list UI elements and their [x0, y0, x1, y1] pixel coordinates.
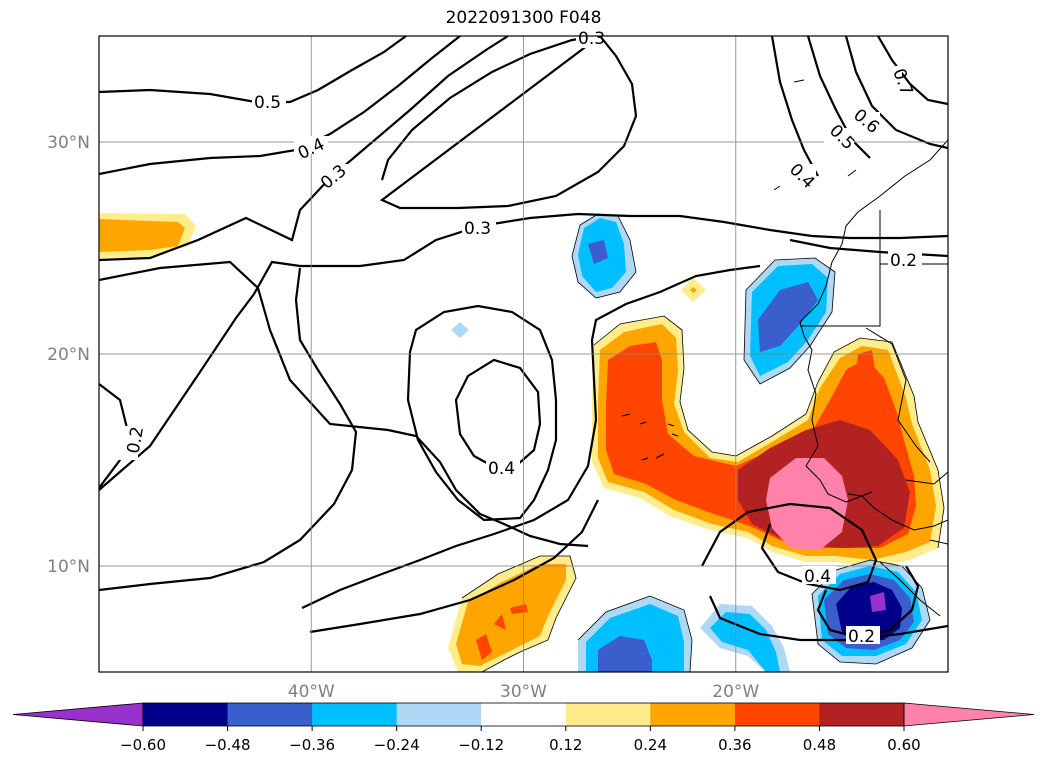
colorbar-frame	[142, 702, 905, 727]
svg-text:0.3: 0.3	[464, 219, 491, 239]
cape-verde-islands	[621, 413, 679, 461]
longitude-tick-labels: 40°W 30°W 20°W	[288, 682, 760, 702]
contour-label-9: 0.2	[112, 425, 148, 460]
latitude-tick-labels: 30°N 20°N 10°N	[47, 133, 90, 577]
colorbar-cell	[227, 703, 313, 726]
contour-east-0.7	[877, 36, 948, 106]
svg-text:0.3: 0.3	[578, 29, 605, 49]
colorbar-tick-label: −0.48	[205, 736, 251, 754]
contour-0.4-loop	[454, 358, 542, 470]
svg-text:0.2: 0.2	[848, 627, 875, 647]
colorbar-tick-label: −0.36	[289, 736, 335, 754]
contour-0.5	[99, 36, 407, 104]
contour-label-10: 0.7	[880, 66, 916, 98]
border-line-6	[879, 561, 941, 617]
contour-label-7: 0.4	[802, 566, 836, 587]
colorbar-cell	[481, 703, 567, 726]
lat-tick-label: 20°N	[47, 345, 90, 365]
plot-frame	[98, 35, 949, 673]
colorbar-cell	[650, 703, 736, 726]
contour-label-13: 0.4	[785, 160, 818, 193]
contour-0.3-arc	[301, 264, 761, 609]
coastline-layer	[621, 79, 948, 617]
svg-text:0.2: 0.2	[124, 425, 148, 455]
svg-text:0.5: 0.5	[254, 93, 281, 113]
colorbar-tick-label: −0.60	[120, 736, 166, 754]
contour-label-2: 0.4	[294, 134, 328, 164]
contour-label-8: 0.2	[846, 626, 880, 647]
contour-0.4-outer	[406, 304, 558, 522]
contour-label-11: 0.6	[849, 105, 883, 138]
contour-0.2	[99, 267, 358, 592]
colorbar-cell	[819, 703, 905, 726]
contour-0.4-east-loop	[701, 502, 878, 592]
negative-anomaly-central-core	[588, 240, 608, 264]
border-line-7	[929, 539, 948, 545]
colorbar-tick-label: 0.36	[718, 736, 751, 754]
contour-label-14: 0.3	[576, 29, 605, 49]
colorbar-tick-label: 0.60	[887, 736, 920, 754]
colorbar-extend-high	[903, 702, 1035, 727]
colorbar-tick-label: −0.24	[374, 736, 420, 754]
lon-tick-label: 20°W	[712, 682, 759, 702]
border-line-5	[847, 491, 873, 497]
contour-east-0.4	[770, 36, 819, 177]
border-line-1	[800, 210, 881, 327]
colorbar-cell	[565, 703, 651, 726]
lon-tick-label: 30°W	[500, 682, 547, 702]
contour-0.2b	[99, 260, 589, 548]
colorbar-tick-label: 0.24	[634, 736, 667, 754]
colorbar-tick-label: 0.48	[803, 736, 836, 754]
contour-label-6: 0.4	[486, 458, 520, 479]
colorbar-cell	[143, 703, 229, 726]
border-line-4	[905, 471, 948, 485]
contour-label-4: 0.3	[462, 218, 496, 239]
lat-tick-label: 30°N	[47, 133, 90, 153]
contour-0.3-north	[99, 36, 509, 262]
colorbar-cell	[396, 703, 482, 726]
africa-coastline	[799, 139, 948, 531]
contour-0.3-south	[309, 499, 599, 634]
positive-anomaly-peak	[766, 458, 848, 550]
contour-0.3-loop	[379, 36, 638, 210]
lat-tick-label: 10°N	[47, 557, 90, 577]
border-line-3	[865, 327, 931, 463]
contour-label-5: 0.2	[888, 250, 922, 271]
svg-text:0.4: 0.4	[804, 567, 831, 587]
contour-label-1: 0.5	[252, 93, 286, 113]
contour-0.2-east	[789, 238, 948, 258]
positive-anomaly-west-core	[99, 219, 185, 252]
colorbar-tick-label: −0.12	[458, 736, 504, 754]
figure-title: 2022091300 F048	[445, 8, 602, 28]
colorbar-cell	[734, 703, 820, 726]
svg-text:0.4: 0.4	[488, 459, 515, 479]
lon-tick-label: 40°W	[288, 682, 335, 702]
colorbar-cell	[312, 703, 398, 726]
contour-0.2-east-loop	[708, 595, 948, 642]
contour-east-0.6	[844, 36, 948, 150]
contour-east-0.5	[806, 36, 871, 159]
svg-text:0.2: 0.2	[890, 251, 917, 271]
colorbar-tick-label: 0.12	[549, 736, 582, 754]
colorbar: −0.60 −0.48 −0.36 −0.24 −0.12 0.12 0.24 0.36 0.4…	[12, 702, 1035, 754]
colorbar-extend-low	[12, 702, 144, 727]
